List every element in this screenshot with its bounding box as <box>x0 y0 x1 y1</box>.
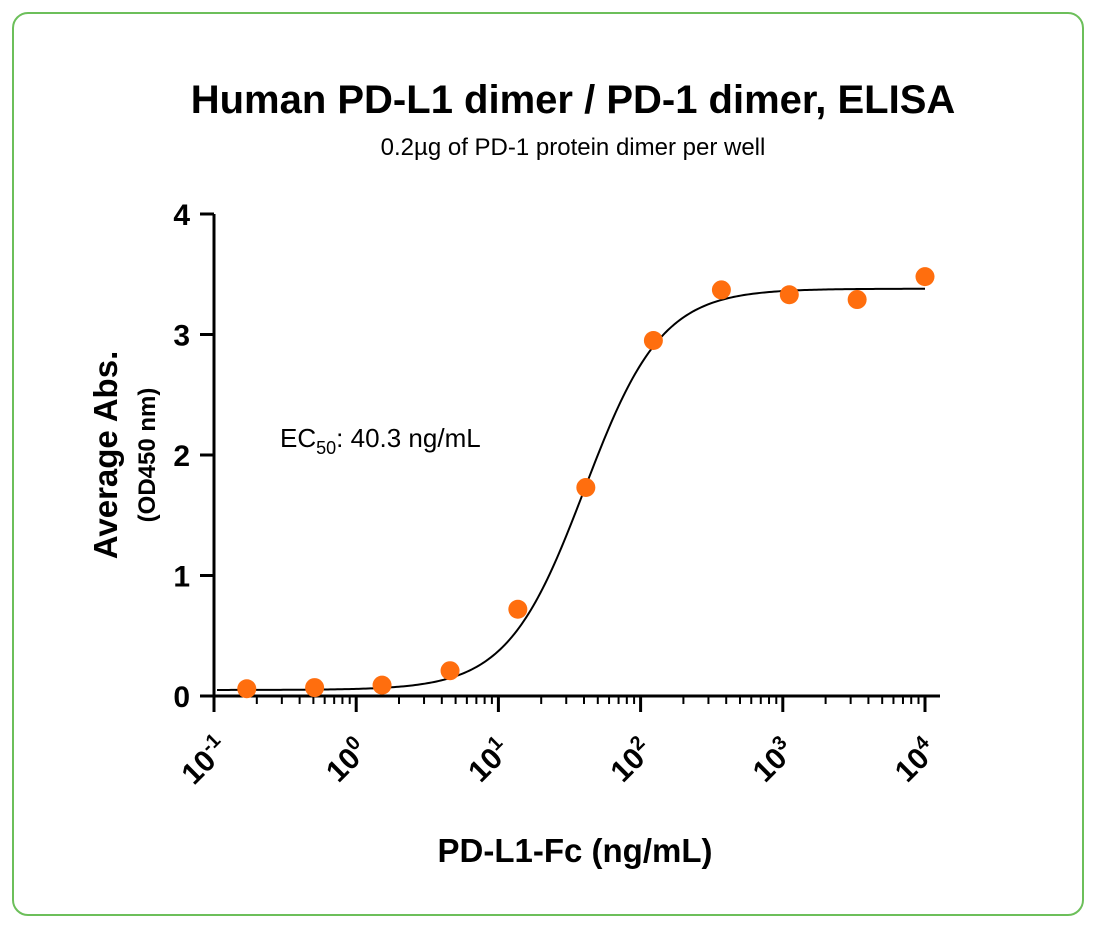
x-tick-label: 101 <box>460 732 517 789</box>
x-tick-label-text: 104 <box>887 731 945 789</box>
y-axis-sublabel: (OD450 nm) <box>134 388 161 523</box>
x-tick-label: 100 <box>318 732 375 789</box>
chart-frame <box>12 12 1084 916</box>
x-tick-label: 103 <box>745 732 802 789</box>
x-tick-label-text: 102 <box>602 732 659 789</box>
x-axis-label: PD-L1-Fc (ng/mL) <box>438 832 713 869</box>
y-tick-label: 0 <box>173 681 190 714</box>
x-tick-label: 102 <box>602 732 659 789</box>
data-point <box>508 599 528 619</box>
chart-subtitle: 0.2µg of PD-1 protein dimer per well <box>381 134 766 161</box>
data-point <box>643 331 663 351</box>
x-tick-label-text: 100 <box>318 732 375 789</box>
ec50-prefix: EC <box>280 423 316 453</box>
data-point <box>847 290 867 310</box>
y-tick-label: 4 <box>173 199 190 232</box>
data-points-layer <box>237 267 935 699</box>
x-tick-label-text: 101 <box>460 732 517 789</box>
y-tick-label: 2 <box>173 440 190 473</box>
y-axis-label-group: Average Abs. <box>87 351 124 559</box>
chart-title: Human PD-L1 dimer / PD-1 dimer, ELISA <box>191 78 956 122</box>
fit-curve-layer <box>217 287 925 691</box>
x-tick-label-text: 10-1 <box>173 729 235 791</box>
ec50-subscript: 50 <box>316 438 336 458</box>
y-tick-label: 3 <box>173 320 190 353</box>
data-point <box>711 280 731 300</box>
x-tick-label: 104 <box>887 731 945 789</box>
ec50-suffix: : 40.3 ng/mL <box>336 423 481 453</box>
fit-curve <box>217 287 925 691</box>
data-point <box>915 267 935 287</box>
data-point <box>440 661 460 681</box>
axes: 0 1 2 3 4 10-1 100 101 102 103 104 <box>173 199 945 791</box>
y-axis-label: Average Abs. <box>87 351 124 559</box>
x-tick-label: 10-1 <box>173 729 235 791</box>
x-tick-label-text: 103 <box>745 732 802 789</box>
y-tick-label: 1 <box>173 561 190 594</box>
data-point <box>576 478 596 498</box>
data-point <box>372 675 392 695</box>
data-point <box>237 679 257 699</box>
data-point <box>779 285 799 305</box>
ec50-annotation: EC50: 40.3 ng/mL <box>280 423 481 458</box>
data-point <box>305 678 325 698</box>
y-axis-sublabel-group: (OD450 nm) <box>134 388 161 523</box>
